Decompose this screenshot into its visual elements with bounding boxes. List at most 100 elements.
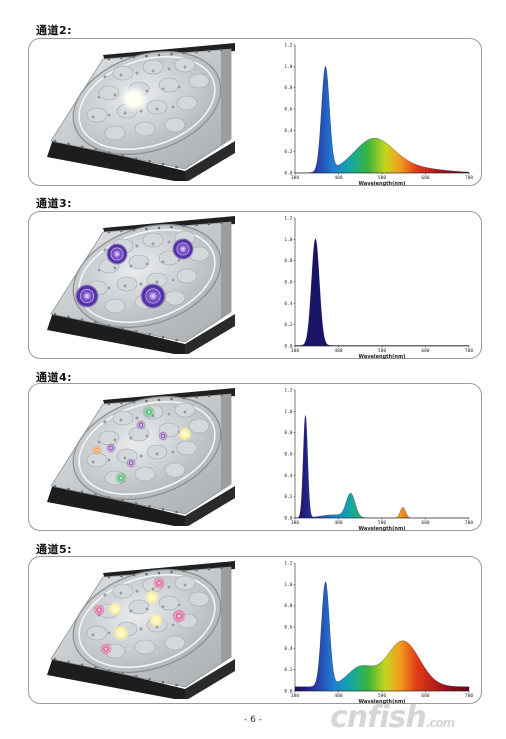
screw <box>80 490 84 494</box>
led-glow <box>126 458 136 468</box>
screw <box>182 569 186 573</box>
led-dot <box>166 239 172 245</box>
screw <box>170 397 173 401</box>
x-axis-label: Wavelength(nm) <box>359 526 406 532</box>
screw <box>175 338 178 342</box>
screw <box>161 680 165 684</box>
lens-cup <box>142 232 164 248</box>
led-dot <box>118 590 124 596</box>
screw <box>67 487 70 491</box>
led-dot <box>182 409 188 415</box>
led-dot <box>170 622 176 628</box>
channel-4-label: 通道4: <box>36 371 73 384</box>
lens-cup <box>176 268 198 284</box>
led-dot <box>166 584 172 590</box>
screw <box>161 162 165 166</box>
led-ring <box>102 645 110 653</box>
x-tick-label: 780 <box>465 348 473 354</box>
lens-cup <box>142 59 164 75</box>
lamp-base-side <box>185 659 235 699</box>
screw <box>148 505 151 508</box>
channel-2-panel: 1.2 1.0 0.8 0.6 0.4 0.2 0.0 380 480 580 680 780 Wave… <box>28 38 482 187</box>
led-dot <box>112 92 118 98</box>
lamp-reflector-rim <box>78 573 216 669</box>
y-tick-label: 0.2 <box>284 494 292 500</box>
lamp-illustration <box>47 43 235 181</box>
led-ring <box>80 289 94 303</box>
lens-cup <box>188 418 210 434</box>
led-dot <box>170 104 176 110</box>
led-dot <box>170 449 176 455</box>
lens-cup <box>164 117 186 133</box>
screw <box>134 675 138 678</box>
lens-cup <box>112 583 134 599</box>
y-tick-label: 0.2 <box>284 322 292 328</box>
x-tick-label: 780 <box>465 175 473 181</box>
screw <box>107 575 111 579</box>
lamp-base <box>47 484 185 526</box>
led-ring <box>137 421 145 429</box>
led-ring <box>107 444 115 452</box>
screw <box>207 394 211 398</box>
x-axis-label: Wavelength(nm) <box>359 181 406 187</box>
screw <box>132 400 136 404</box>
led-glow <box>106 443 116 453</box>
screw <box>120 229 123 233</box>
lens-cup <box>164 635 186 651</box>
screw <box>145 399 148 403</box>
led-glow <box>158 431 168 441</box>
screw <box>157 53 161 57</box>
lamp-side-rail <box>221 222 231 318</box>
y-tick-label: 0.6 <box>284 107 292 113</box>
watermark: cnfish.com <box>330 700 455 735</box>
screw <box>182 51 186 55</box>
spectrum-curve <box>294 66 470 174</box>
lens-cup <box>128 254 150 270</box>
lens-cup <box>176 95 198 111</box>
x-tick-label: 480 <box>334 693 342 699</box>
x-tick-label: 780 <box>465 520 473 526</box>
screw <box>207 49 211 53</box>
led-dot <box>144 261 150 267</box>
led-dot <box>138 626 144 632</box>
y-tick-label: 0.6 <box>284 452 292 458</box>
lens-cup <box>104 125 126 141</box>
led-dot <box>106 112 112 118</box>
y-tick-label: 0.8 <box>284 85 292 91</box>
lamp-base-side <box>185 314 235 354</box>
screw <box>107 324 111 327</box>
channel-5-panel: 1.2 1.0 0.8 0.6 0.4 0.2 0.0 380 480 580 680 780 Wave… <box>28 556 482 705</box>
x-tick-label: 380 <box>291 175 299 181</box>
led-dot <box>118 417 124 423</box>
screw <box>175 683 178 687</box>
x-tick-label: 380 <box>291 348 299 354</box>
screw <box>132 228 136 232</box>
screw <box>182 396 186 400</box>
lamp-base <box>47 657 185 699</box>
led-glow <box>149 613 163 627</box>
y-tick-label: 0.8 <box>284 258 292 264</box>
led-dot <box>170 277 176 283</box>
led-glow <box>93 604 105 616</box>
led-glow <box>100 643 112 655</box>
led-dot <box>106 457 112 463</box>
x-tick-label: 680 <box>421 693 429 699</box>
y-tick-label: 0.6 <box>284 625 292 631</box>
led-ring <box>110 247 124 261</box>
y-tick-label: 1.2 <box>284 388 292 394</box>
screw <box>157 226 161 230</box>
y-tick-label: 1.0 <box>284 582 292 588</box>
led-dot <box>150 68 156 74</box>
lens-cup <box>176 440 198 456</box>
screw <box>195 395 198 399</box>
channel-5-label: 通道5: <box>36 543 73 556</box>
led-glow <box>120 85 148 113</box>
x-tick-label: 480 <box>334 175 342 181</box>
screw <box>195 223 198 227</box>
x-tick-label: 480 <box>334 348 342 354</box>
led-glow <box>140 283 166 309</box>
screw <box>94 493 97 496</box>
lamp-side-rail <box>221 49 231 145</box>
